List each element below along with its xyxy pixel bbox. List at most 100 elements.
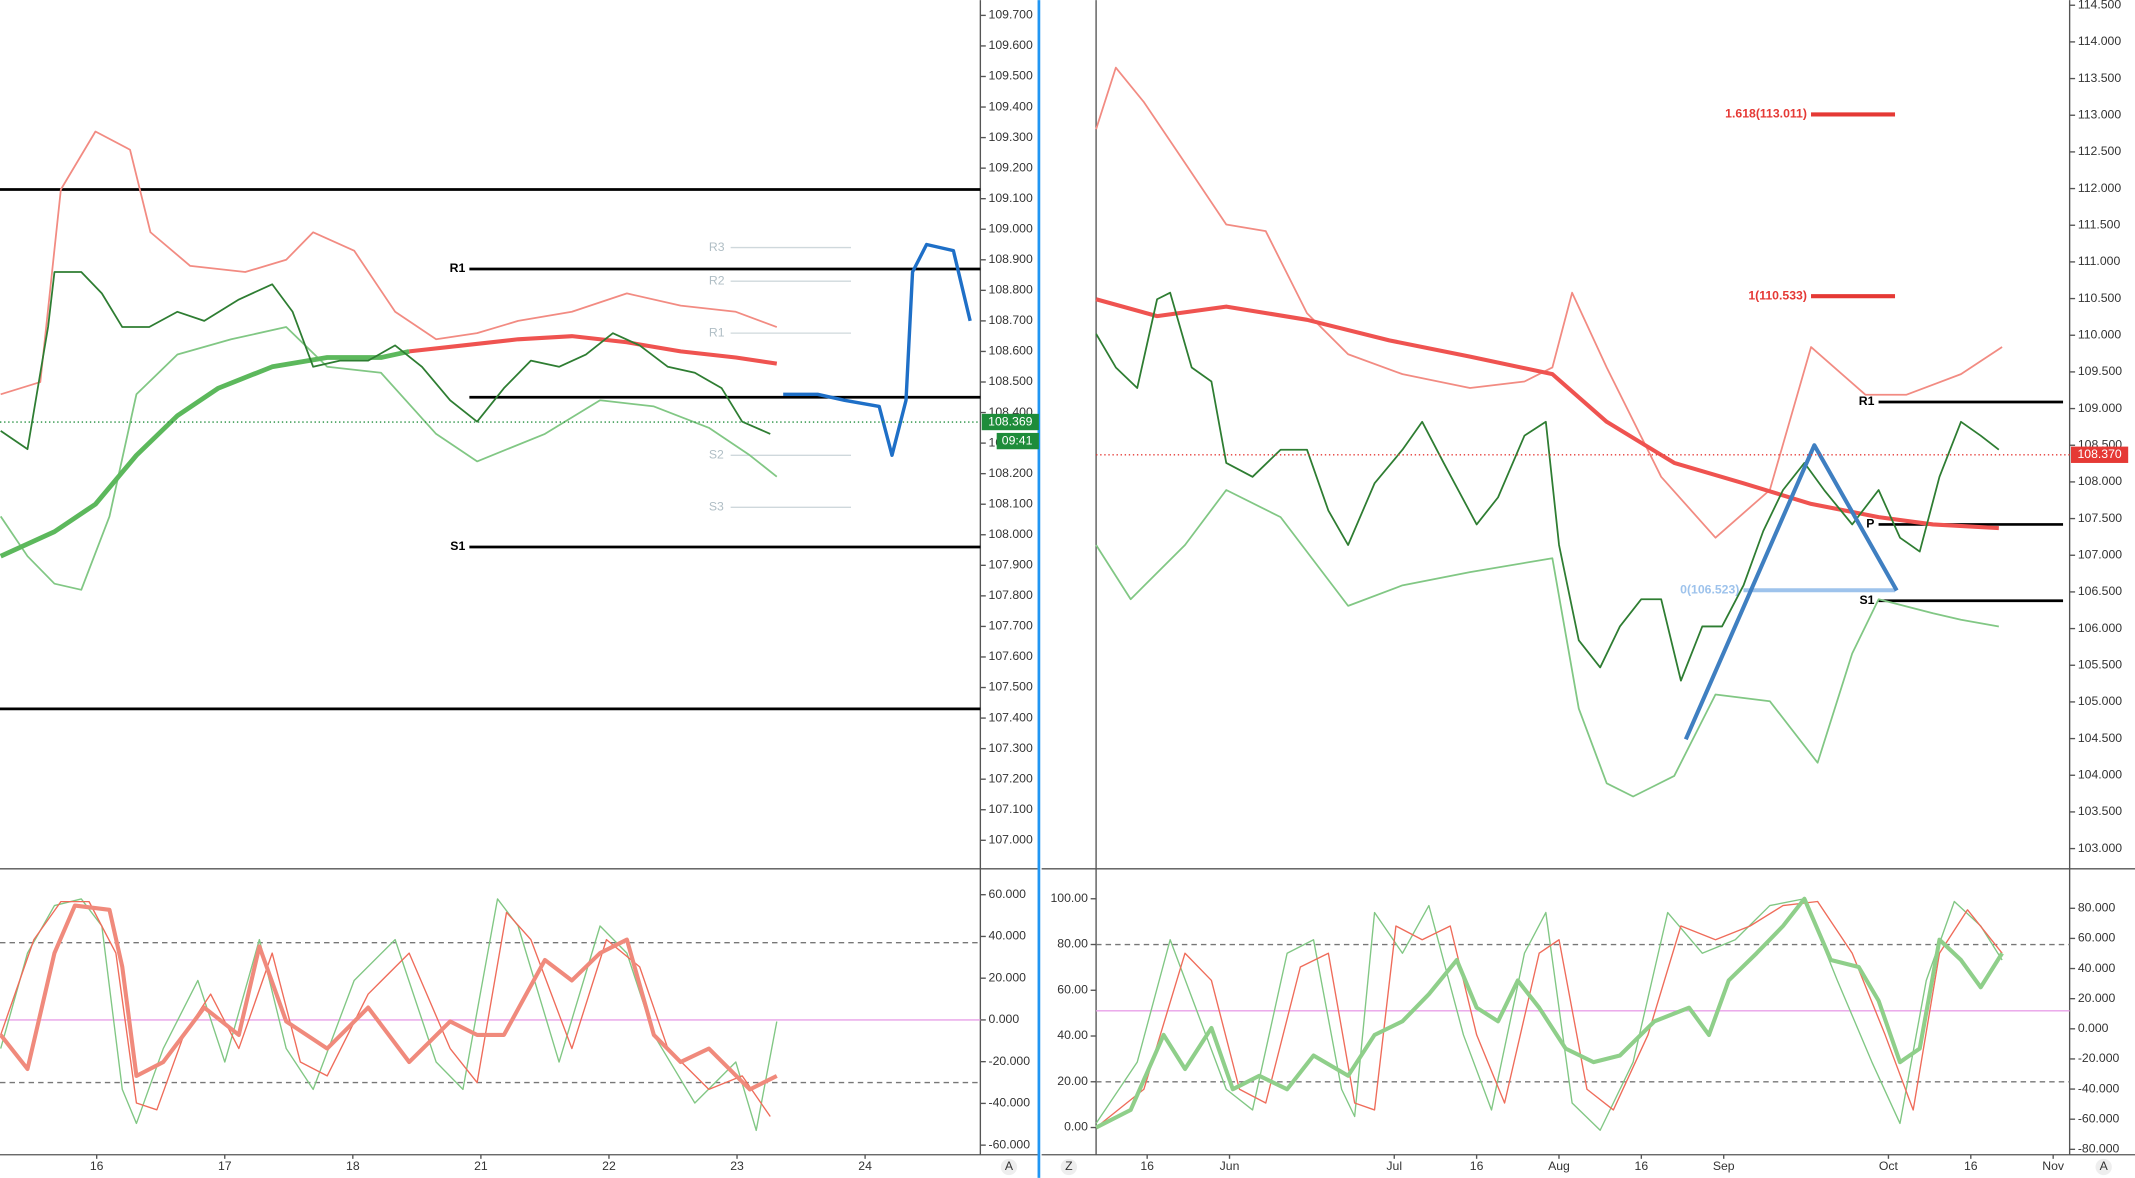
y-tick-label: 0.000 xyxy=(989,1012,1020,1026)
y-tick-label: 114.500 xyxy=(2078,0,2122,11)
y-tick-label: 107.700 xyxy=(989,619,1033,633)
y-tick-label: 103.500 xyxy=(2078,804,2122,818)
series-line xyxy=(1095,900,2003,1129)
series-line xyxy=(1683,443,1899,741)
x-tick-label: 16 xyxy=(90,1159,104,1173)
y-tick-label: 105.000 xyxy=(2078,694,2122,708)
y-tick-label: 40.00 xyxy=(1057,1028,1088,1042)
y-tick-label: 80.00 xyxy=(1057,937,1088,951)
x-tick-label: 17 xyxy=(218,1159,232,1173)
y-tick-label: 112.500 xyxy=(2078,144,2122,158)
y-tick-label: 109.700 xyxy=(989,8,1033,22)
series-line xyxy=(1095,898,2003,1131)
y-tick-label: 109.400 xyxy=(989,99,1033,113)
x-tick-label: 18 xyxy=(346,1159,360,1173)
x-tick-label: Sep xyxy=(1713,1159,1735,1173)
y-tick-label: 108.700 xyxy=(989,313,1033,327)
auto-scale-button[interactable] xyxy=(1000,1158,1018,1176)
x-tick-label: Oct xyxy=(1879,1159,1899,1173)
x-tick-label: 24 xyxy=(858,1159,872,1173)
y-tick-label: 109.600 xyxy=(989,38,1033,52)
last-price-tag xyxy=(2071,446,2129,463)
y-tick-label: 107.600 xyxy=(989,649,1033,663)
y-tick-label: 60.000 xyxy=(2078,931,2116,945)
y-tick-label: 103.000 xyxy=(2078,841,2122,855)
series-line xyxy=(1095,297,1999,531)
y-tick-label: 107.200 xyxy=(989,771,1033,785)
y-tick-label: 108.200 xyxy=(989,466,1033,480)
series-line xyxy=(0,903,778,1092)
y-tick-label: 113.000 xyxy=(2078,107,2122,121)
x-tick-label: Jul xyxy=(1386,1159,1402,1173)
fib-label: 0(106.523) xyxy=(1680,582,1739,596)
countdown-label: 09:41 xyxy=(1002,433,1033,447)
y-tick-label: 20.00 xyxy=(1057,1074,1088,1088)
auto-scale-label[interactable]: A xyxy=(1005,1159,1014,1173)
y-tick-label: -40.000 xyxy=(2078,1081,2120,1095)
y-tick-label: 107.500 xyxy=(989,680,1033,694)
series-line xyxy=(0,271,771,451)
level-label: S1 xyxy=(1859,593,1874,607)
y-tick-label: 108.600 xyxy=(989,344,1033,358)
level-label: S1 xyxy=(450,539,465,553)
y-tick-label: 60.00 xyxy=(1057,982,1088,996)
y-tick-label: -60.000 xyxy=(2078,1111,2120,1125)
y-tick-label: 113.500 xyxy=(2078,71,2122,85)
series-line xyxy=(1095,66,2003,539)
y-tick-label: 107.000 xyxy=(2078,547,2122,561)
last-price-label: 108.369 xyxy=(988,414,1032,428)
auto-scale-button[interactable] xyxy=(2095,1158,2112,1176)
log-scale-button[interactable] xyxy=(1060,1158,1078,1176)
y-tick-label: 110.500 xyxy=(2078,291,2122,305)
y-tick-label: 104.500 xyxy=(2078,731,2122,745)
x-tick-label: 23 xyxy=(730,1159,744,1173)
pivot-label: S3 xyxy=(709,500,724,514)
y-tick-label: 20.000 xyxy=(989,970,1027,984)
y-tick-label: -20.000 xyxy=(989,1054,1031,1068)
y-tick-label: 40.000 xyxy=(989,929,1027,943)
y-tick-label: 105.500 xyxy=(2078,657,2122,671)
y-tick-label: -20.000 xyxy=(2078,1051,2120,1065)
y-tick-label: 109.000 xyxy=(2078,401,2122,415)
y-tick-label: 109.100 xyxy=(989,191,1033,205)
x-tick-label: 16 xyxy=(1140,1159,1154,1173)
y-tick-label: 80.000 xyxy=(2078,901,2116,915)
y-tick-label: 112.000 xyxy=(2078,181,2122,195)
log-scale-label[interactable]: Z xyxy=(1065,1159,1073,1173)
last-price-label: 108.370 xyxy=(2077,447,2121,461)
y-tick-label: -60.000 xyxy=(989,1137,1031,1151)
pivot-label: R2 xyxy=(709,273,725,287)
y-tick-label: 110.000 xyxy=(2078,327,2122,341)
series-line xyxy=(0,130,778,396)
x-tick-label: 22 xyxy=(602,1159,616,1173)
series-line xyxy=(0,326,778,591)
y-tick-label: 0.00 xyxy=(1064,1120,1088,1134)
y-tick-label: 107.000 xyxy=(989,833,1033,847)
y-tick-label: 109.500 xyxy=(989,69,1033,83)
x-tick-label: Nov xyxy=(2042,1159,2065,1173)
series-line xyxy=(408,334,778,366)
y-tick-label: 108.500 xyxy=(989,374,1033,388)
y-tick-label: 107.500 xyxy=(2078,511,2122,525)
series-line xyxy=(0,349,410,559)
y-tick-label: 106.500 xyxy=(2078,584,2122,598)
y-tick-label: 107.800 xyxy=(989,588,1033,602)
pivot-label: R3 xyxy=(709,240,725,254)
y-tick-label: 114.000 xyxy=(2078,34,2122,48)
series-line xyxy=(1095,896,2004,1130)
y-tick-label: 40.000 xyxy=(2078,961,2116,975)
x-tick-label: Jun xyxy=(1220,1159,1240,1173)
series-line xyxy=(1095,489,1999,798)
y-tick-label: 20.000 xyxy=(2078,991,2116,1005)
series-line xyxy=(1095,291,2000,682)
auto-scale-label[interactable]: A xyxy=(2100,1159,2109,1173)
x-tick-label: 16 xyxy=(1635,1159,1649,1173)
y-tick-label: 108.000 xyxy=(2078,474,2122,488)
x-tick-label: 21 xyxy=(474,1159,488,1173)
level-label: R1 xyxy=(450,261,466,275)
y-tick-label: 107.300 xyxy=(989,741,1033,755)
level-label: R1 xyxy=(1859,394,1875,408)
y-tick-label: 108.900 xyxy=(989,252,1033,266)
y-tick-label: 107.900 xyxy=(989,558,1033,572)
y-tick-label: 107.400 xyxy=(989,710,1033,724)
